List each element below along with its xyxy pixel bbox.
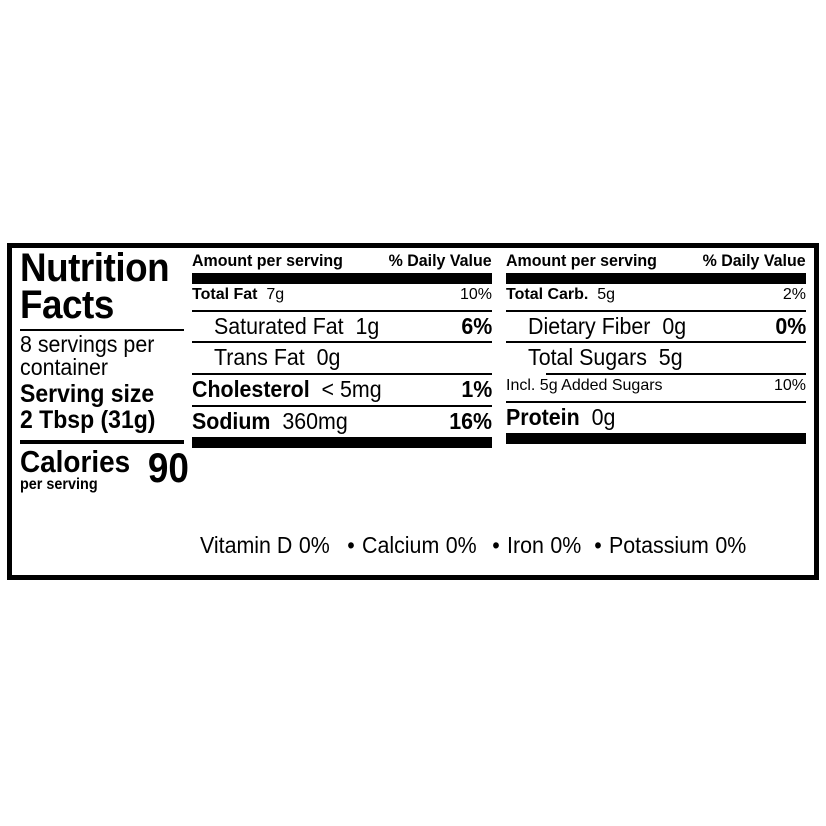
vitamin-name: Iron [506, 532, 544, 558]
nutrient-row: Sodium 360mg 16% [192, 404, 492, 437]
serving-size-label: Serving size [20, 379, 155, 408]
vitamin-item: Potassium 0% [608, 532, 747, 558]
daily-value-header-text-middle: % Daily Value [388, 251, 492, 270]
vitamin-item: Iron 0% [506, 532, 582, 558]
servings-per-container: 8 servings per container [20, 330, 155, 381]
vitamin-name: Calcium [361, 532, 439, 558]
vitamin-name: Vitamin D [200, 532, 293, 558]
vitamin-separator-icon: • [492, 532, 500, 558]
panel-body: Nutrition Facts 8 servings per container… [12, 248, 814, 531]
nutrient-name: Saturated Fat 1g [214, 312, 380, 340]
serving-size-value: 2 Tbsp (31g) [20, 405, 156, 434]
thick-rule-middle-bottom [192, 436, 492, 448]
nutrient-name-text: Sodium [192, 407, 271, 434]
amount-header-text-middle: Amount per serving [192, 251, 343, 270]
nutrient-daily-value: 0% [775, 312, 806, 339]
nutrient-name: Dietary Fiber 0g [528, 312, 687, 340]
nutrient-row: Total Sugars 5g [506, 341, 806, 373]
nutrient-amount: 0g [650, 312, 687, 339]
nutrient-name-text: Total Sugars [528, 344, 647, 371]
nutrient-amount: 360mg [270, 407, 348, 434]
nutrient-name: Protein 0g [506, 404, 616, 431]
nutrient-amount: 5g [646, 344, 683, 371]
nutrient-name-text: Cholesterol [192, 376, 310, 403]
vitamin-value: 0% [298, 532, 330, 558]
nutrient-daily-value: 10% [773, 377, 806, 395]
nutrient-name-text: Incl. 5g Added Sugars [506, 377, 663, 395]
nutrient-daily-value: 6% [461, 312, 492, 339]
nutrient-row: Trans Fat 0g [192, 341, 492, 373]
nutrient-name-text: Total Fat [192, 285, 258, 303]
nutrient-name-text: Saturated Fat [214, 312, 344, 339]
daily-value-header-text-right: % Daily Value [702, 251, 806, 270]
divider-above-calories [20, 439, 184, 444]
calories-value: 90 [148, 443, 190, 491]
nutrient-name-text: Trans Fat [214, 344, 305, 371]
nutrient-name: Total Fat 7g [192, 286, 284, 304]
nutrient-row: Saturated Fat 1g 6% [192, 309, 492, 342]
thick-rule-middle-top [192, 272, 492, 284]
nutrient-row: Protein 0g [506, 401, 806, 433]
vitamins-row: Vitamin D 0% • Calcium 0% • Iron 0% • Potassium 0% [12, 531, 814, 558]
nutrient-row: Total Carb. 5g 2% [506, 284, 806, 310]
vitamin-name: Potassium [608, 532, 709, 558]
nutrient-amount: 1g [343, 312, 380, 339]
vitamin-value: 0% [715, 532, 747, 558]
nutrient-rows-middle: Total Fat 7g 10% Saturated Fat 1g 6% Trans F… [192, 284, 492, 437]
nutrient-rows-right: Total Carb. 5g 2% Dietary Fiber 0g 0% Total … [506, 284, 806, 433]
nutrient-amount: 7g [257, 285, 285, 303]
nutrient-column-carbs: Amount per serving % Daily Value Total C… [506, 251, 806, 531]
amount-per-serving-header-middle: Amount per serving % Daily Value [192, 251, 492, 273]
vitamin-value: 0% [550, 532, 582, 558]
calories-label-group: Calories per serving [20, 443, 142, 494]
nutrient-daily-value: 16% [449, 407, 492, 434]
nutrient-name: Sodium 360mg [192, 407, 348, 435]
nutrient-amount: 0g [579, 404, 616, 431]
nutrient-row: Incl. 5g Added Sugars 10% [506, 375, 806, 401]
serving-info-column: Nutrition Facts 8 servings per container… [20, 246, 192, 531]
nutrient-daily-value: 1% [461, 376, 492, 403]
vitamin-separator-icon: • [346, 532, 355, 558]
nutrient-amount: 5g [588, 285, 616, 303]
calories-label: Calories [20, 443, 131, 479]
nutrient-row: Cholesterol < 5mg 1% [192, 373, 492, 405]
nutrition-facts-panel: Nutrition Facts 8 servings per container… [7, 243, 819, 580]
amount-header-text-right: Amount per serving [506, 251, 657, 270]
thick-rule-right-top [506, 272, 806, 284]
vitamin-value: 0% [445, 532, 477, 558]
thick-rule-right-bottom [506, 432, 806, 444]
vitamin-item: Vitamin D 0% [200, 532, 330, 558]
vitamin-item: Calcium 0% [361, 532, 477, 558]
nutrient-daily-value: 2% [782, 285, 806, 303]
nutrient-row-divider-indented [546, 373, 806, 376]
nutrient-amount: < 5mg [309, 376, 382, 403]
nutrient-column-fats: Amount per serving % Daily Value Total F… [192, 251, 492, 531]
nutrient-daily-value: 10% [459, 285, 492, 303]
nutrient-name: Cholesterol < 5mg [192, 376, 382, 403]
amount-per-serving-header-right: Amount per serving % Daily Value [506, 251, 806, 273]
divider-under-title [20, 328, 184, 331]
nutrient-name: Total Sugars 5g [528, 345, 683, 371]
nutrition-facts-title: Nutrition Facts [20, 246, 170, 327]
nutrient-name-text: Protein [506, 404, 580, 431]
nutrient-name: Incl. 5g Added Sugars [506, 377, 663, 395]
vitamins-list: Vitamin D 0% • Calcium 0% • Iron 0% • Potassium 0% [200, 532, 757, 558]
nutrient-name: Trans Fat 0g [214, 345, 340, 371]
vitamin-separator-icon: • [594, 532, 602, 558]
nutrient-row: Total Fat 7g 10% [192, 284, 492, 310]
nutrient-row: Dietary Fiber 0g 0% [506, 309, 806, 342]
nutrient-name-text: Total Carb. [506, 285, 589, 303]
nutrient-name: Total Carb. 5g [506, 286, 615, 304]
calories-sublabel: per serving [20, 476, 98, 494]
nutrient-amount: 0g [304, 344, 341, 371]
calories-row: Calories per serving 90 [20, 443, 189, 494]
nutrient-name-text: Dietary Fiber [528, 312, 651, 339]
